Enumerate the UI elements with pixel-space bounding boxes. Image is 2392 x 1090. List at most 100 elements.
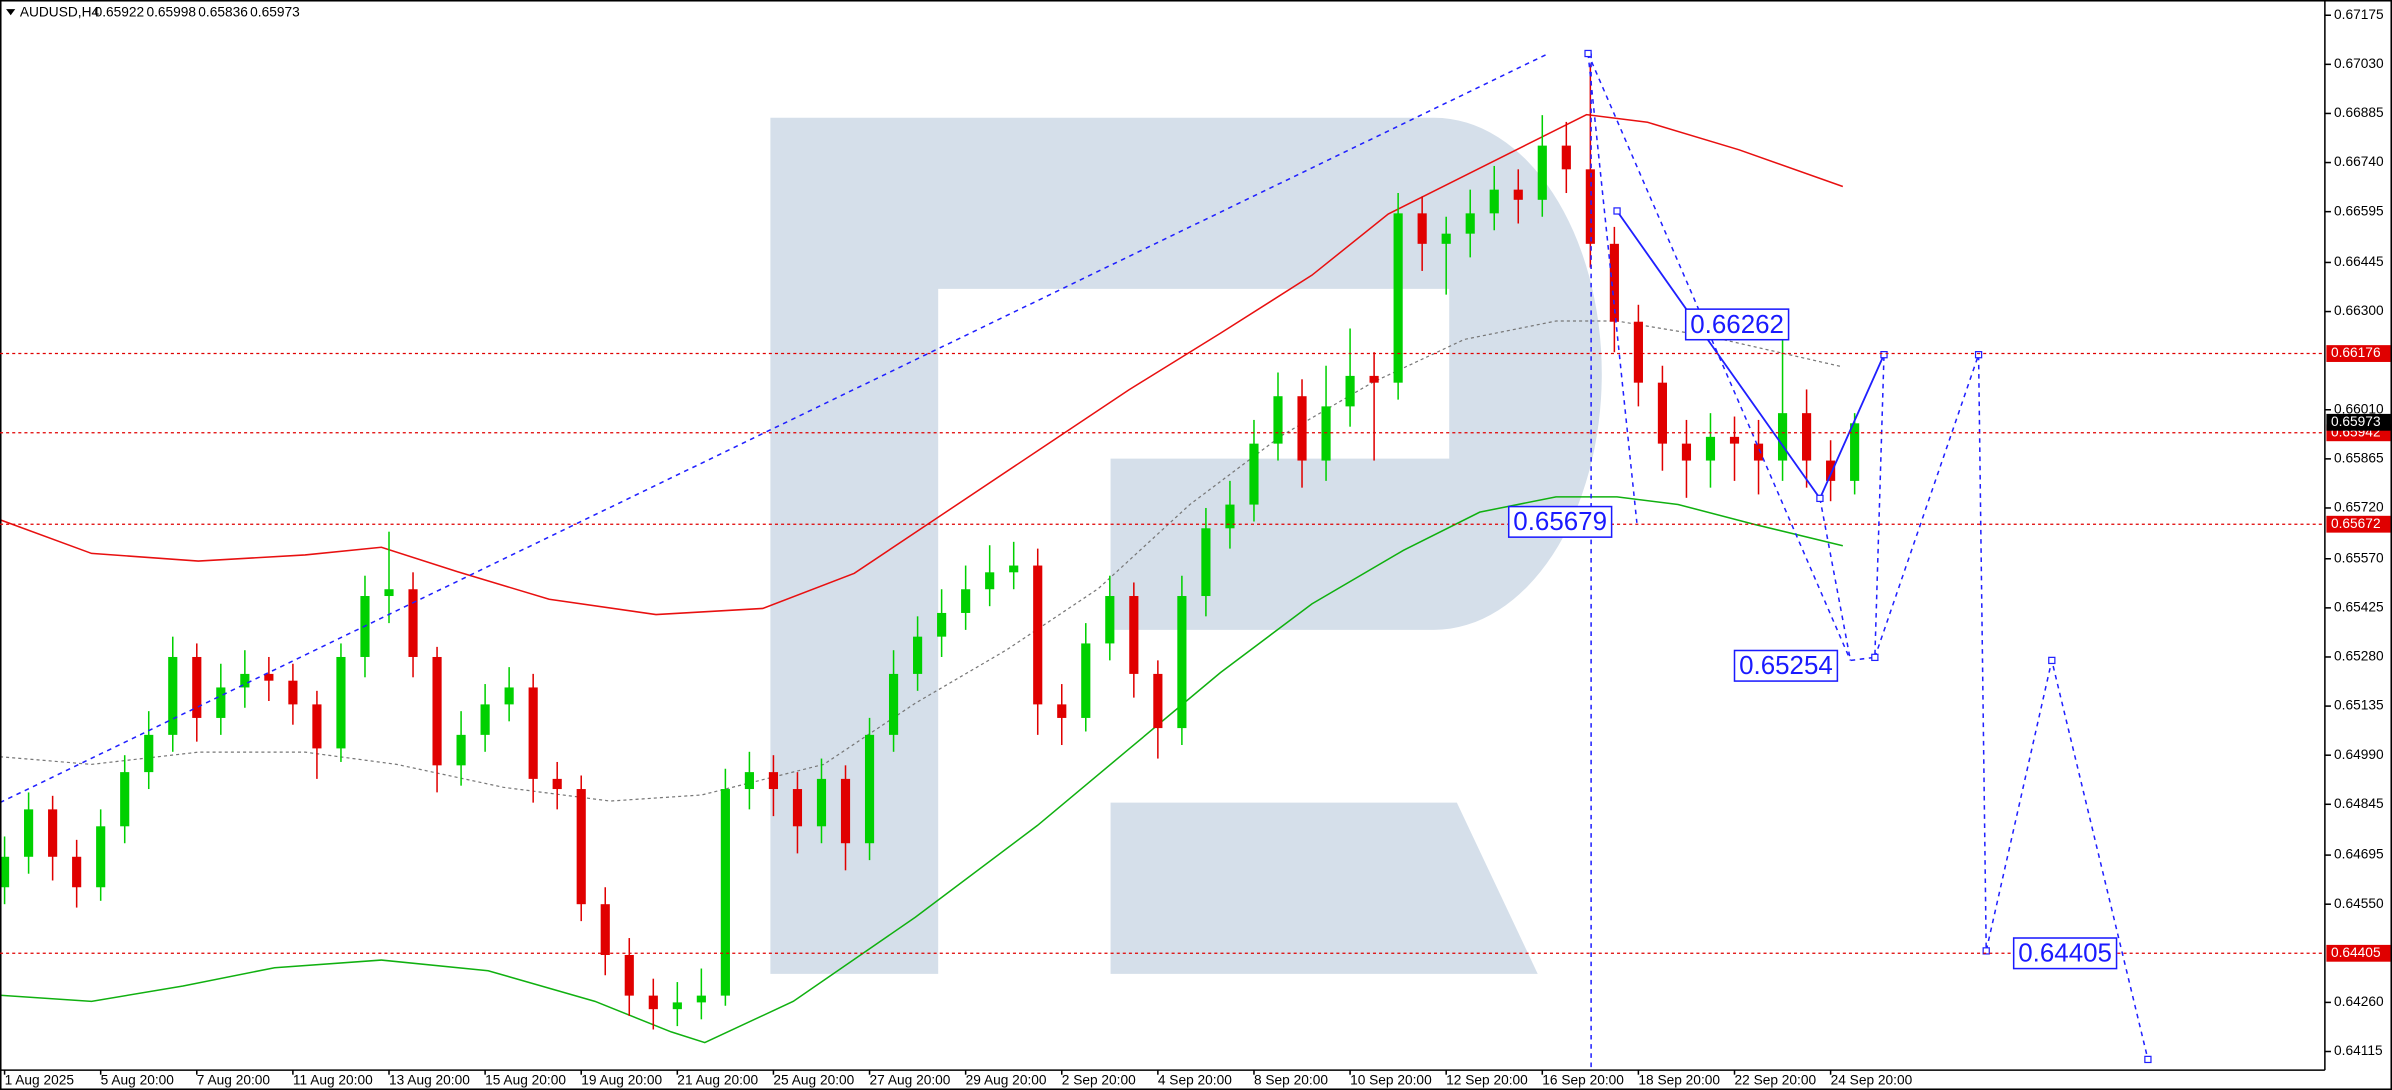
y-tick-label: 0.66595 <box>2334 203 2384 218</box>
x-tick-label: 8 Sep 20:00 <box>1254 1072 1328 1087</box>
forecast-label: 0.65254 <box>1739 650 1833 680</box>
marker <box>1816 494 1824 503</box>
x-tick-label: 16 Sep 20:00 <box>1542 1072 1624 1087</box>
candle-body <box>648 995 658 1010</box>
candle-body <box>600 904 610 955</box>
candle-body <box>1705 436 1716 461</box>
indicators <box>0 113 1844 1044</box>
candle-body <box>720 789 730 996</box>
x-tick-label: 12 Sep 20:00 <box>1446 1072 1528 1087</box>
trend-line <box>0 52 1549 804</box>
header-arrow <box>6 9 16 16</box>
candle-body <box>1105 596 1115 644</box>
forecast <box>0 49 2152 1071</box>
y-tick-label: 0.65425 <box>2334 599 2384 614</box>
candle-body <box>264 673 274 681</box>
candle-body <box>96 826 106 888</box>
green-moving-average <box>0 496 1843 1044</box>
x-tick-label: 25 Aug 20:00 <box>773 1072 854 1087</box>
marker <box>2144 1055 2152 1064</box>
candle-body <box>1561 145 1571 170</box>
x-tick-label: 1 Aug 2025 <box>5 1072 75 1087</box>
y-tick-label: 0.65135 <box>2334 698 2384 713</box>
candle-body <box>1585 169 1595 244</box>
red-moving-average <box>0 113 1844 616</box>
candle-body <box>192 656 202 718</box>
header-value: 0.65973 <box>250 5 300 20</box>
y-tick-label: 0.64990 <box>2334 747 2384 762</box>
x-tick-label: 5 Aug 20:00 <box>101 1072 175 1087</box>
candle-body <box>1057 704 1067 718</box>
candle-body <box>1153 673 1163 729</box>
candle-body <box>1273 396 1283 444</box>
header-value: 0.65998 <box>146 5 196 20</box>
candle-body <box>1465 213 1475 234</box>
candle-body <box>1393 213 1403 383</box>
y-tick-label: 0.64845 <box>2334 796 2384 811</box>
y-tick-label: 0.64115 <box>2334 1043 2383 1058</box>
candle-body <box>1177 596 1187 729</box>
candle-body <box>1249 443 1259 505</box>
candle-body <box>1609 243 1619 322</box>
candle-body <box>480 704 490 735</box>
candle-body <box>1345 375 1355 407</box>
x-tick-label: 7 Aug 20:00 <box>197 1072 271 1087</box>
current-price-box <box>2326 413 2391 431</box>
candle-body <box>384 589 394 597</box>
candle-body <box>1802 413 1812 461</box>
candle-body <box>24 809 34 857</box>
forecast-label-box <box>2012 937 2118 970</box>
y-tick-label: 0.64695 <box>2334 847 2384 862</box>
candle-body <box>0 856 10 888</box>
candle-body <box>985 572 995 590</box>
forecast-label: 0.64405 <box>2018 938 2112 968</box>
y-tick-label: 0.67175 <box>2334 7 2384 22</box>
candle-body <box>672 1002 682 1010</box>
x-tick-label: 19 Aug 20:00 <box>581 1072 662 1087</box>
forecast-label: 0.65679 <box>1513 506 1607 536</box>
candle-body <box>1201 528 1211 597</box>
candle-body <box>792 789 803 827</box>
forecast-markers <box>1584 49 2152 1064</box>
candle-body <box>913 636 923 674</box>
x-tick-label: 27 Aug 20:00 <box>870 1072 951 1087</box>
candle-body <box>432 656 442 766</box>
y-tick-label: 0.65570 <box>2334 550 2384 565</box>
candle-body <box>1537 145 1547 200</box>
y-tick-label: 0.66445 <box>2334 254 2384 269</box>
level-label-box <box>2326 944 2391 962</box>
current-price-label: 0.65973 <box>2331 414 2381 429</box>
candle-body <box>528 687 538 779</box>
candle-body <box>1513 189 1523 200</box>
candle-body <box>288 680 298 705</box>
candle-body <box>816 778 827 827</box>
forecast-wave <box>1616 210 1885 501</box>
candle-body <box>48 809 58 857</box>
level-label-box <box>2326 515 2391 533</box>
candle-body <box>937 612 947 637</box>
candle-body <box>1633 321 1643 383</box>
x-tick-label: 24 Sep 20:00 <box>1831 1072 1913 1087</box>
y-tick-label: 0.64260 <box>2334 994 2384 1009</box>
watermark <box>770 117 1602 974</box>
x-tick-label: 4 Sep 20:00 <box>1158 1072 1232 1087</box>
candle-body <box>168 656 178 735</box>
candle-body <box>1850 423 1860 481</box>
candle-body <box>1009 565 1019 573</box>
forecast-label: 0.66262 <box>1690 309 1784 339</box>
x-tick-label: 15 Aug 20:00 <box>485 1072 566 1087</box>
marker <box>2048 656 2056 665</box>
y-tick-label: 0.66740 <box>2334 154 2384 169</box>
marker <box>1982 947 1990 955</box>
marker <box>1613 207 1621 215</box>
forecast-line <box>1874 354 2149 1060</box>
x-tick-label: 13 Aug 20:00 <box>389 1072 470 1087</box>
forecast-line <box>1819 354 1885 662</box>
candle-body <box>144 734 154 773</box>
forecast-label-box <box>1684 308 1790 341</box>
candle-body <box>888 673 899 735</box>
y-tick-label: 0.66300 <box>2334 303 2384 318</box>
candle-body <box>312 704 322 749</box>
y-tick-label: 0.66010 <box>2334 401 2384 416</box>
